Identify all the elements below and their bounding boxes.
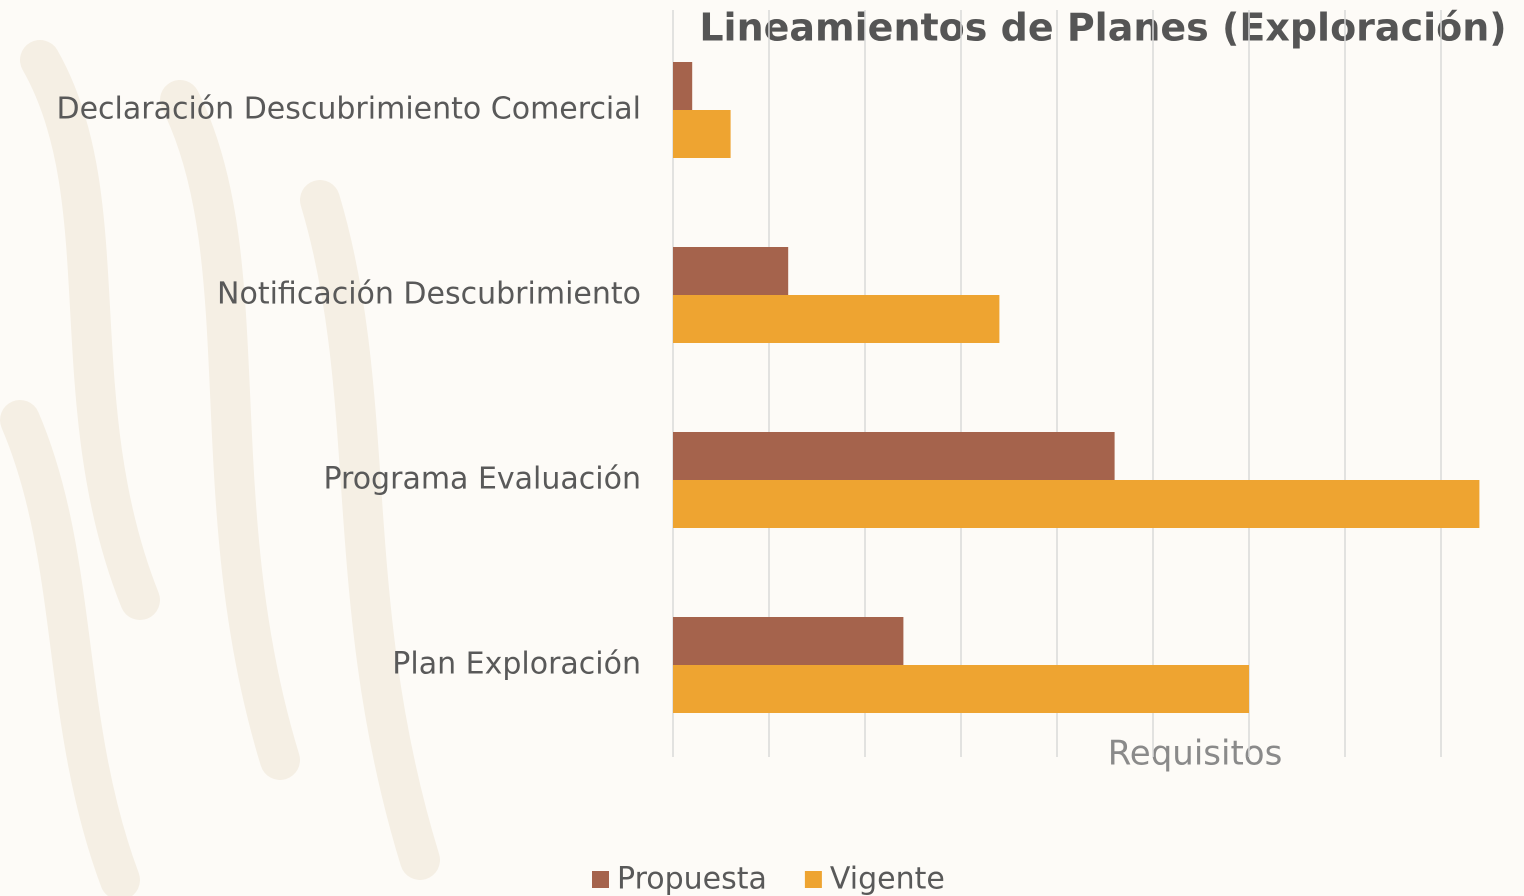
y-tick-label: Declaración Descubrimiento Comercial	[56, 92, 641, 127]
bar	[673, 62, 693, 110]
y-tick-label: Notificación Descubrimiento	[217, 277, 641, 312]
bar	[673, 432, 1115, 480]
legend-label: Vigente	[830, 862, 945, 896]
bar	[673, 480, 1480, 528]
chart-title: Lineamientos de Planes (Exploración)	[699, 6, 1506, 50]
bar	[673, 110, 731, 158]
x-axis-label: Requisitos	[1108, 734, 1283, 774]
legend-label: Propuesta	[617, 862, 767, 896]
legend-swatch	[592, 871, 609, 888]
y-tick-label: Plan Exploración	[392, 647, 641, 682]
bar	[673, 665, 1249, 713]
y-tick-label: Programa Evaluación	[323, 462, 641, 497]
bar	[673, 295, 1000, 343]
bar	[673, 247, 789, 295]
background-pattern	[0, 40, 440, 896]
legend-swatch	[804, 871, 822, 888]
bar	[673, 617, 904, 665]
